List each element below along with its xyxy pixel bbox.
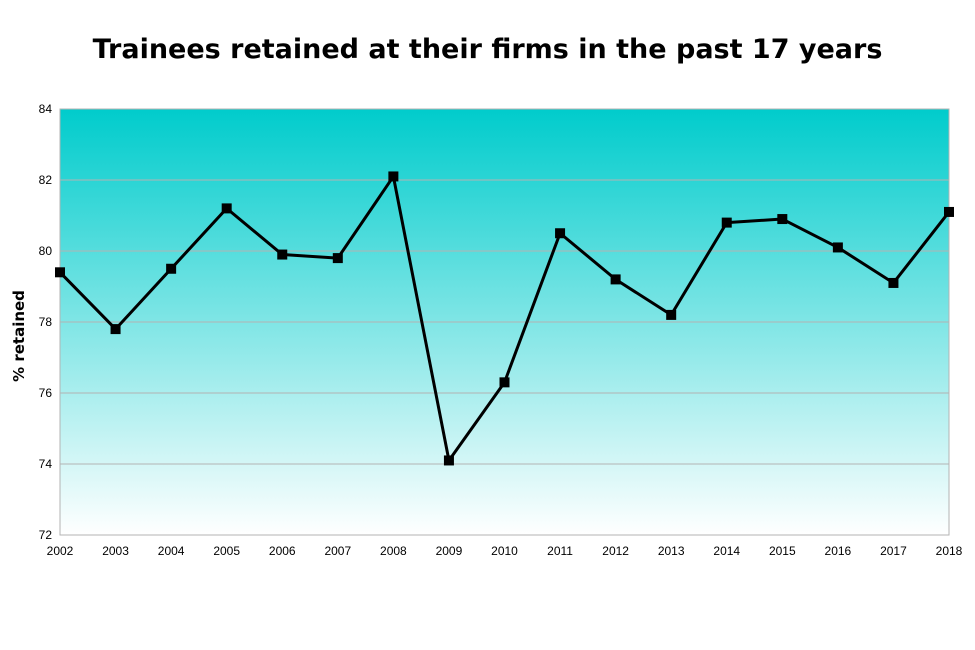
data-point xyxy=(221,203,232,214)
data-point xyxy=(832,242,843,253)
data-point xyxy=(777,214,788,225)
data-point xyxy=(555,228,566,239)
chart-title: Trainees retained at their firms in the … xyxy=(92,34,883,65)
x-tick-label: 2015 xyxy=(769,544,796,558)
y-tick-label: 76 xyxy=(39,386,53,400)
y-tick-label: 74 xyxy=(39,457,53,471)
x-tick-label: 2013 xyxy=(658,544,685,558)
y-tick-label: 82 xyxy=(39,173,53,187)
data-point xyxy=(110,324,121,335)
x-tick-label: 2005 xyxy=(213,544,240,558)
data-point xyxy=(610,274,621,285)
x-tick-label: 2010 xyxy=(491,544,518,558)
y-tick-label: 78 xyxy=(39,315,53,329)
x-tick-label: 2012 xyxy=(602,544,629,558)
data-point xyxy=(666,309,677,320)
x-tick-label: 2003 xyxy=(102,544,129,558)
x-tick-label: 2008 xyxy=(380,544,407,558)
y-axis-label: % retained xyxy=(10,290,28,382)
data-point xyxy=(55,267,65,278)
x-tick-label: 2006 xyxy=(269,544,296,558)
data-point xyxy=(888,277,899,288)
x-tick-label: 2007 xyxy=(324,544,351,558)
x-tick-label: 2018 xyxy=(936,544,963,558)
data-point xyxy=(388,171,399,182)
x-tick-label: 2009 xyxy=(436,544,463,558)
x-tick-label: 2002 xyxy=(47,544,74,558)
data-point xyxy=(166,263,177,274)
x-tick-label: 2017 xyxy=(880,544,907,558)
x-tick-label: 2014 xyxy=(713,544,740,558)
y-tick-label: 80 xyxy=(39,244,53,258)
data-point xyxy=(944,206,954,217)
data-point xyxy=(332,253,343,264)
y-tick-label: 84 xyxy=(39,102,53,116)
x-tick-label: 2004 xyxy=(158,544,185,558)
data-point xyxy=(499,377,510,388)
y-tick-label: 72 xyxy=(39,528,53,542)
data-point xyxy=(277,249,288,260)
data-point xyxy=(443,455,454,466)
data-point xyxy=(721,217,732,228)
x-tick-label: 2016 xyxy=(825,544,852,558)
x-tick-label: 2011 xyxy=(547,544,573,558)
